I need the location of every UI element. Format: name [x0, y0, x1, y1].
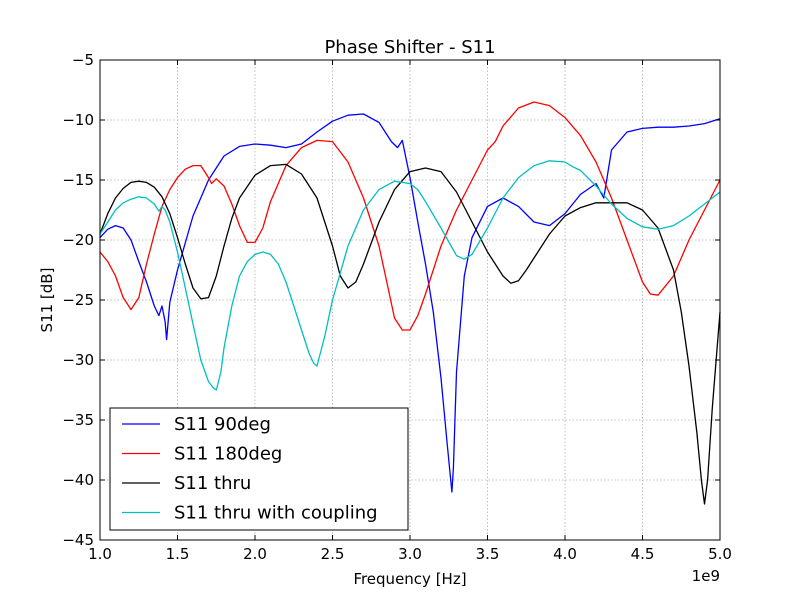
series-group [99, 101, 721, 505]
chart-title: Phase Shifter - S11 [324, 37, 495, 58]
legend-label-4: S11 thru with coupling [174, 503, 378, 524]
x-tick-label: 3.0 [398, 545, 422, 563]
y-tick-label: −40 [62, 471, 94, 489]
y-axis-title: S11 [dB] [38, 268, 56, 333]
series-line-4 [99, 160, 721, 391]
series-line-2 [99, 101, 721, 331]
legend-label-3: S11 thru [174, 473, 251, 494]
y-tick-label: −5 [72, 51, 94, 69]
x-axis-offset-label: 1e9 [692, 567, 720, 585]
series-line-1 [99, 113, 721, 493]
x-tick-label: 2.5 [321, 545, 345, 563]
legend-label-1: S11 90deg [174, 414, 271, 435]
x-tick-label: 5.0 [708, 545, 732, 563]
y-tick-label: −25 [62, 291, 94, 309]
x-tick-label: 3.5 [476, 545, 500, 563]
y-tick-label: −10 [62, 111, 94, 129]
legend: S11 90deg S11 180deg S11 thru S11 thru with… [109, 407, 409, 531]
x-tick-label: 2.0 [243, 545, 267, 563]
y-tick-label: −20 [62, 231, 94, 249]
x-tick-label: 1.5 [166, 545, 190, 563]
axis-tick-labels: 1.0 1.5 2.0 2.5 3.0 3.5 4.0 4.5 5.0 −45 −40 −35 −30 −… [62, 51, 732, 563]
x-tick-label: 4.5 [631, 545, 655, 563]
y-tick-label: −30 [62, 351, 94, 369]
y-tick-label: −15 [62, 171, 94, 189]
legend-box [109, 407, 409, 531]
x-tick-label: 1.0 [88, 545, 112, 563]
x-tick-label: 4.0 [553, 545, 577, 563]
y-tick-label: −35 [62, 411, 94, 429]
legend-label-2: S11 180deg [174, 444, 282, 465]
series-line-3 [99, 163, 721, 505]
x-axis-title: Frequency [Hz] [353, 570, 466, 588]
y-tick-label: −45 [62, 531, 94, 549]
axis-ticks [99, 59, 721, 541]
